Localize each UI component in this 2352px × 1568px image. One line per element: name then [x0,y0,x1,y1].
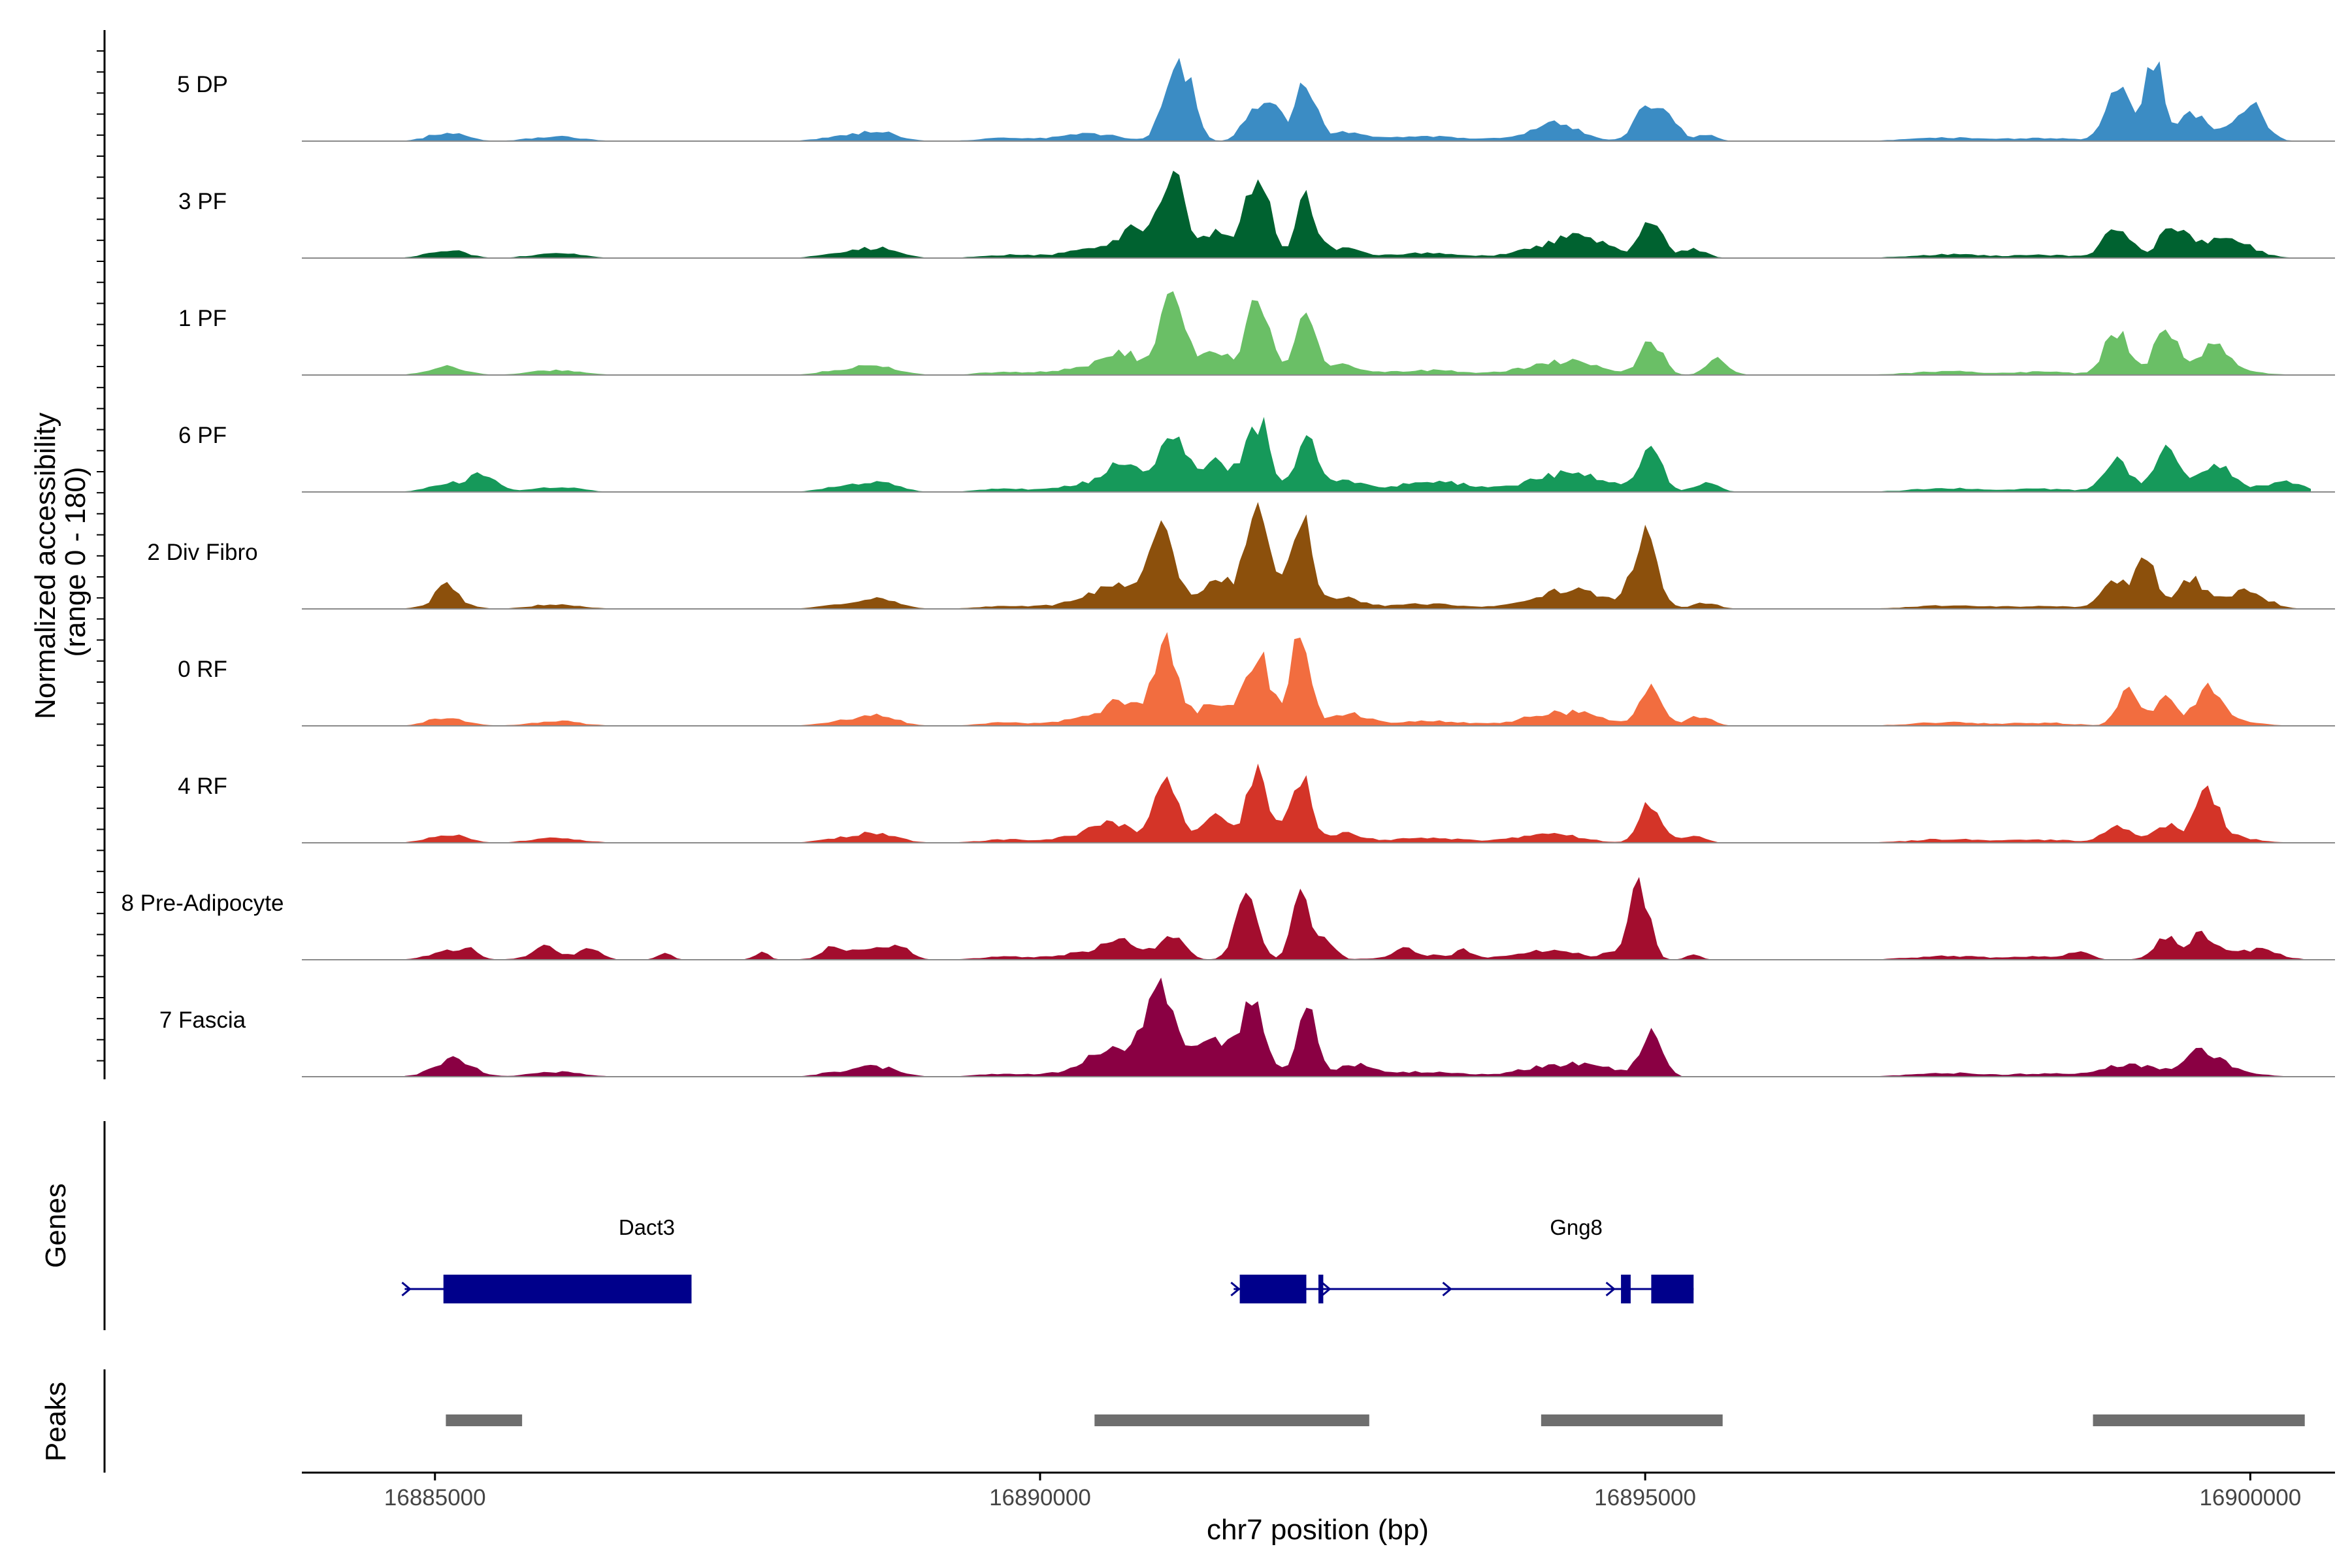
track-label: 0 RF [178,657,227,682]
peak-region [2093,1414,2305,1426]
gene-exon [1318,1275,1324,1303]
y-axis [97,30,106,1079]
track-label: 2 Div Fibro [147,540,257,565]
strand-arrow [1321,1281,1331,1297]
gene-exon [1621,1275,1631,1303]
track-6-pf: 6 PF [178,417,2335,493]
gene-exon [1651,1275,1694,1303]
peaks-panel-title: Peaks [40,1382,72,1462]
peak-track [446,1414,2305,1426]
coverage-area [404,877,2311,960]
strand-arrow [401,1281,412,1297]
peak-region [1541,1414,1723,1426]
coverage-area [404,417,2311,492]
gene-dact3: Dact3 [401,1215,692,1303]
y-axis-title-line2: (range 0 - 180) [59,466,91,657]
y-axis-ticks [97,50,105,1062]
peak-region [1094,1414,1369,1426]
coverage-area [404,171,2311,258]
coverage-tracks: 5 DP 3 PF 1 PF 6 PF 2 Div Fibro 0 RF 4 RF 8 Pre… [121,57,2335,1077]
coverage-area [404,57,2311,141]
track-label: 3 PF [178,189,227,214]
gene-label: Dact3 [619,1215,675,1239]
coverage-area [404,502,2311,609]
track-2-div-fibro: 2 Div Fibro [147,502,2335,610]
x-axis-tick-label: 16885000 [384,1485,486,1511]
track-label: 1 PF [178,306,227,331]
coverage-area [404,291,2311,375]
gene-exon [1239,1275,1307,1303]
coverage-area [404,632,2311,726]
genes-panel-title: Genes [40,1183,72,1268]
track-5-dp: 5 DP [177,57,2335,142]
x-axis: 16885000 16890000 16895000 16900000 [302,1471,2335,1511]
track-label: 6 PF [178,423,227,448]
gene-exon [443,1275,692,1303]
x-axis-tick-label: 16895000 [1594,1485,1696,1511]
coverage-area [404,763,2311,843]
track-8-pre-adipocyte: 8 Pre-Adipocyte [121,877,2335,960]
y-axis-title-line1: Normalized accessibility [29,412,61,719]
track-label: 4 RF [178,774,227,799]
x-axis-tick-label: 16900000 [2199,1485,2301,1511]
x-axis-tick-label: 16890000 [989,1485,1091,1511]
x-axis-title: chr7 position (bp) [1207,1514,1429,1546]
track-1-pf: 1 PF [178,291,2335,376]
gene-track: Dact3 Gng8 [401,1215,1694,1303]
track-label: 8 Pre-Adipocyte [121,890,284,916]
coverage-area [404,977,2311,1077]
strand-arrow [1230,1281,1241,1297]
track-3-pf: 3 PF [178,171,2335,259]
track-4-rf: 4 RF [178,763,2335,843]
gene-label: Gng8 [1550,1215,1603,1239]
y-axis-title: Normalized accessibility (range 0 - 180) [29,404,91,719]
track-0-rf: 0 RF [178,632,2335,727]
track-label: 7 Fascia [159,1007,246,1033]
track-7-fascia: 7 Fascia [159,977,2335,1077]
strand-arrow [1442,1281,1452,1297]
peak-region [446,1414,523,1426]
gene-gng8: Gng8 [1230,1215,1694,1303]
strand-arrow [1605,1281,1616,1297]
track-label: 5 DP [177,72,228,97]
